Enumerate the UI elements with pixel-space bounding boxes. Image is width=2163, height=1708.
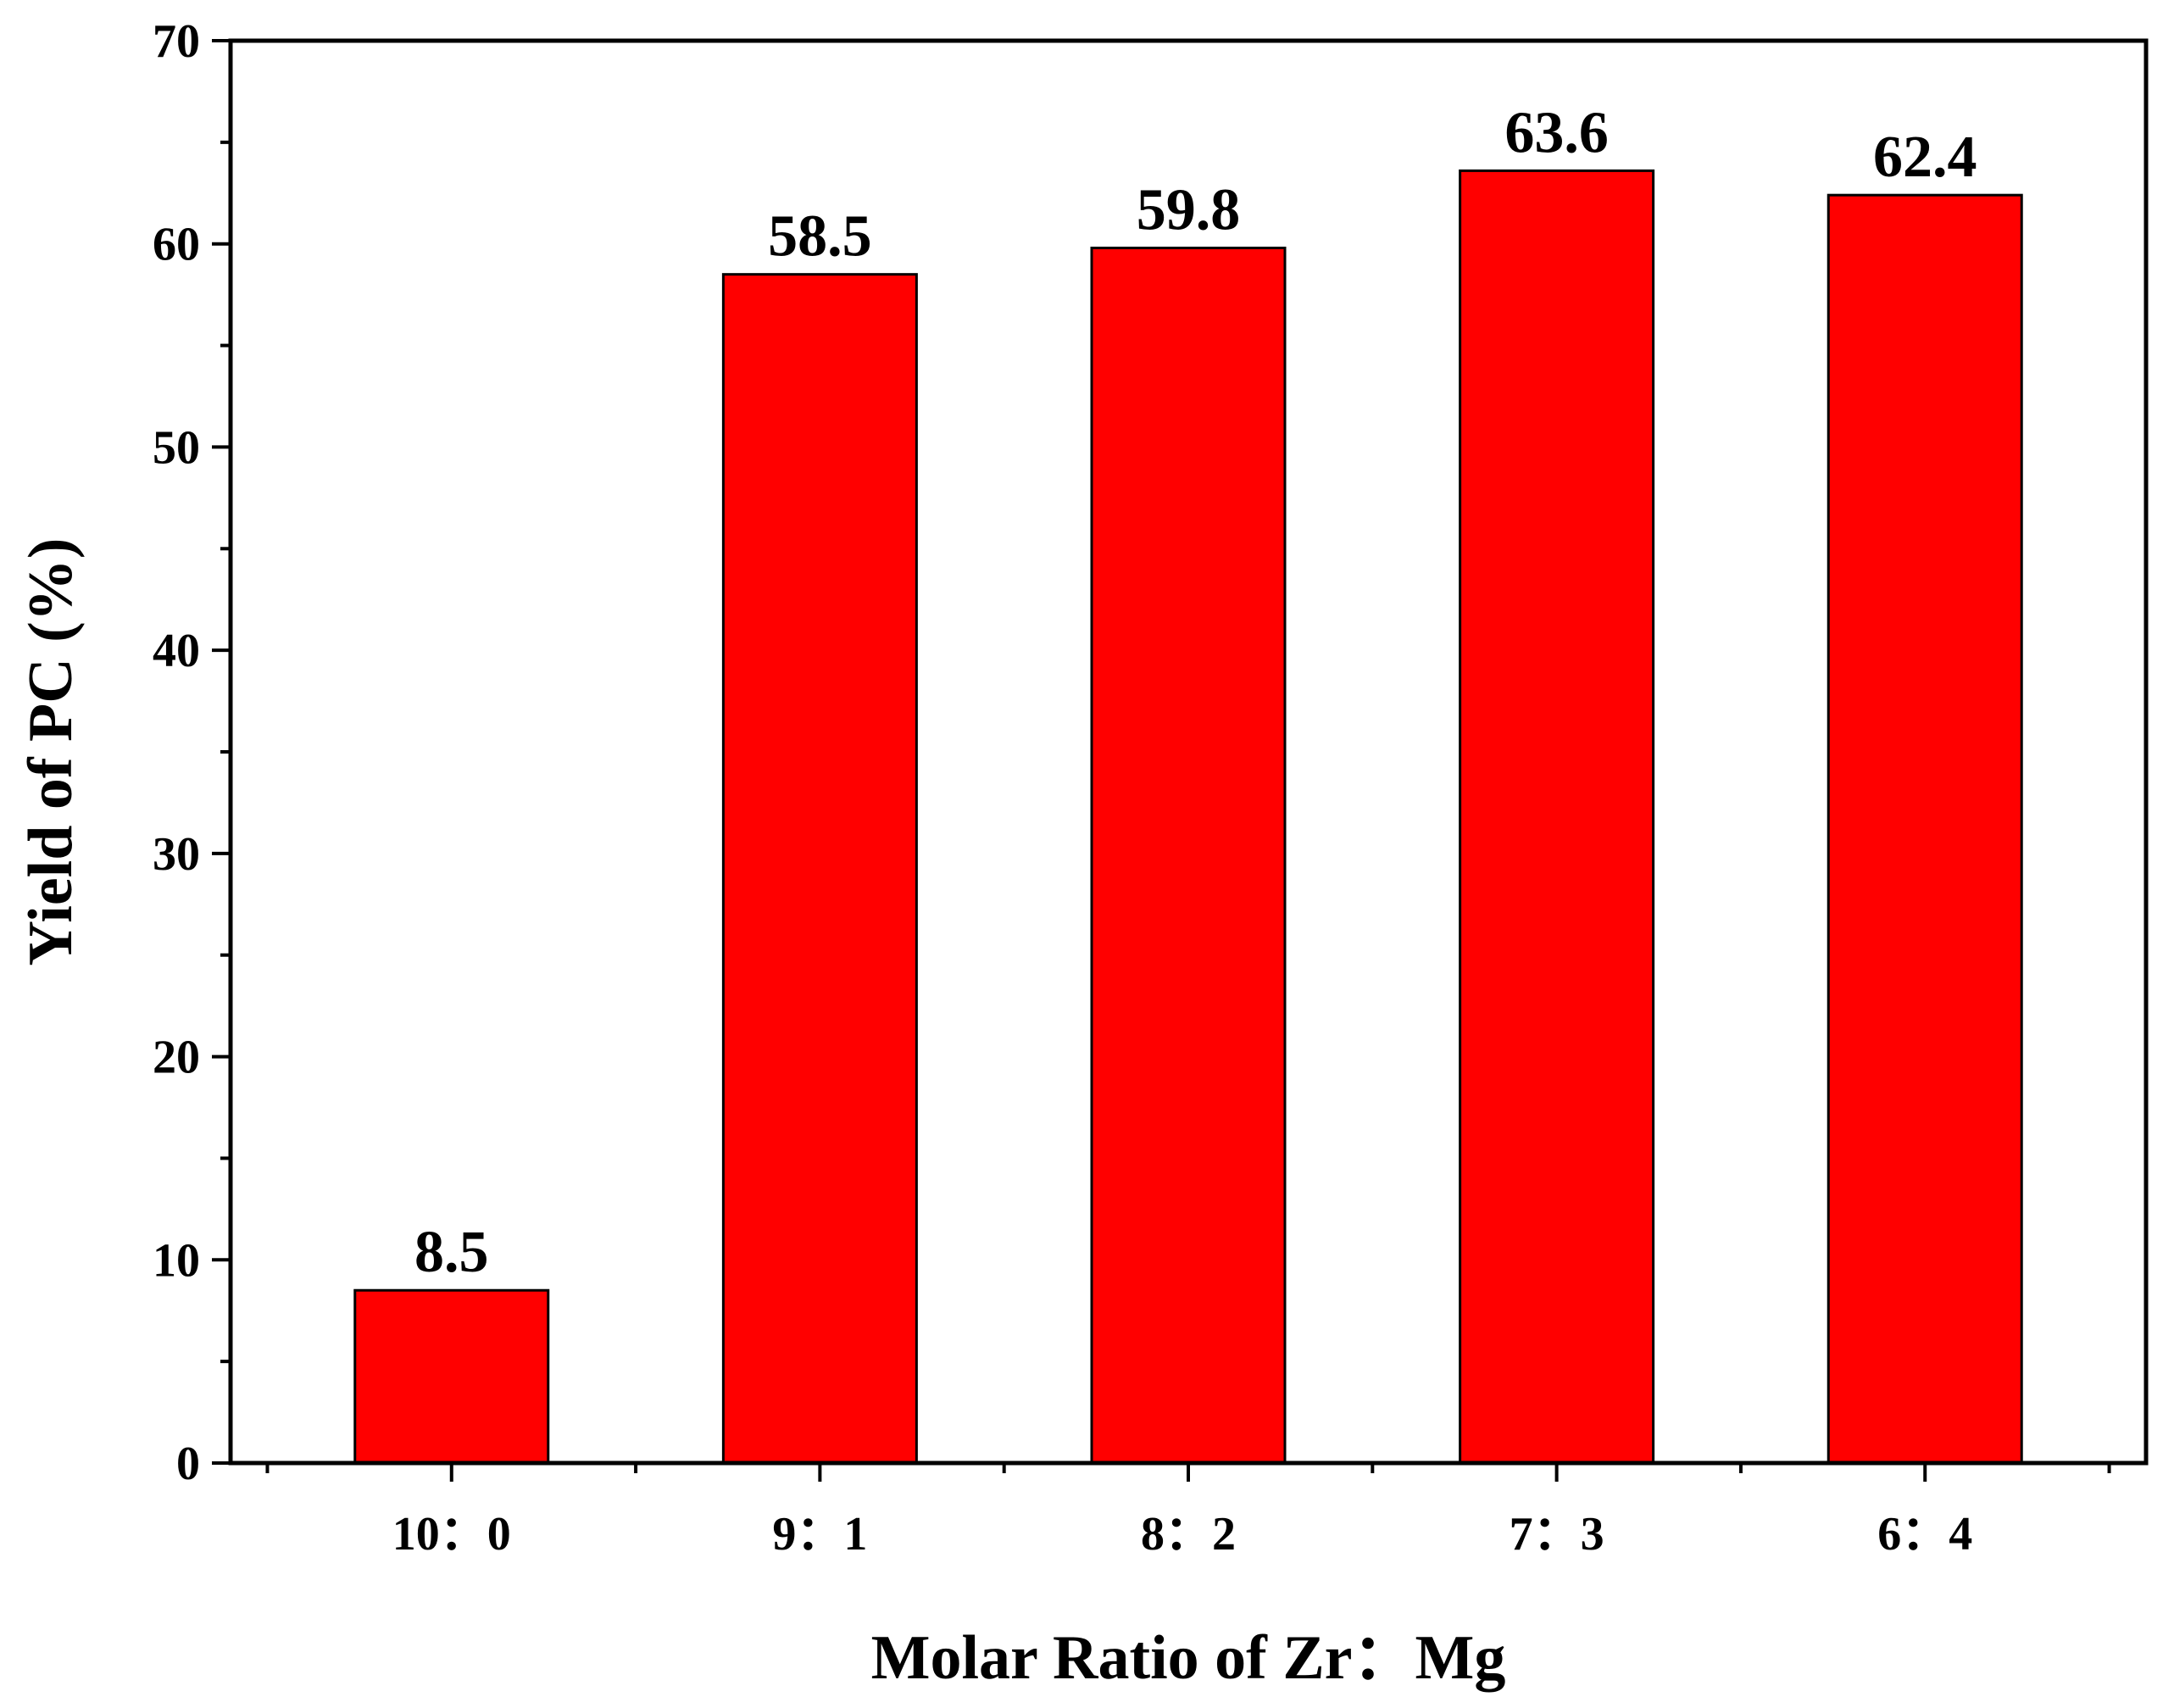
y-tick-label-30: 30 bbox=[153, 828, 200, 881]
y-tick-label-70: 70 bbox=[153, 15, 200, 68]
y-axis-ticks: 0 10 20 30 40 50 60 70 bbox=[153, 15, 231, 1490]
y-tick-label-20: 20 bbox=[153, 1032, 200, 1084]
bar-1 bbox=[721, 273, 918, 1465]
x-axis-title: Molar Ratio of Zr：Mg bbox=[871, 1623, 1506, 1693]
bar-3 bbox=[1459, 169, 1655, 1465]
x-axis-ticks: 10：0 9：1 8：2 7：3 6：4 bbox=[265, 1463, 2111, 1561]
data-label-0: 8.5 bbox=[414, 1220, 489, 1285]
x-tick-label-0: 10：0 bbox=[392, 1508, 511, 1561]
bar-2 bbox=[1090, 247, 1287, 1465]
x-tick-label-2: 8：2 bbox=[1141, 1508, 1236, 1561]
y-tick-label-50: 50 bbox=[153, 421, 200, 474]
data-label-2: 59.8 bbox=[1137, 178, 1241, 243]
x-tick-label-1: 9：1 bbox=[772, 1508, 867, 1561]
data-label-1: 58.5 bbox=[768, 204, 872, 270]
y-axis-title: Yield of PC (%) bbox=[16, 538, 86, 966]
x-tick-label-3: 7：3 bbox=[1510, 1508, 1604, 1561]
y-tick-label-40: 40 bbox=[153, 625, 200, 677]
bar-4 bbox=[1827, 193, 2023, 1465]
data-label-4: 62.4 bbox=[1873, 125, 1977, 190]
data-labels-layer: 8.5 58.5 59.8 63.6 62.4 bbox=[414, 100, 1977, 1285]
data-label-3: 63.6 bbox=[1504, 100, 1609, 165]
y-tick-label-60: 60 bbox=[153, 219, 200, 271]
bar-0 bbox=[353, 1288, 550, 1465]
bars-layer bbox=[353, 169, 2023, 1465]
y-tick-label-10: 10 bbox=[153, 1234, 200, 1287]
x-tick-label-4: 6：4 bbox=[1877, 1508, 1972, 1561]
y-tick-label-0: 0 bbox=[176, 1438, 200, 1490]
